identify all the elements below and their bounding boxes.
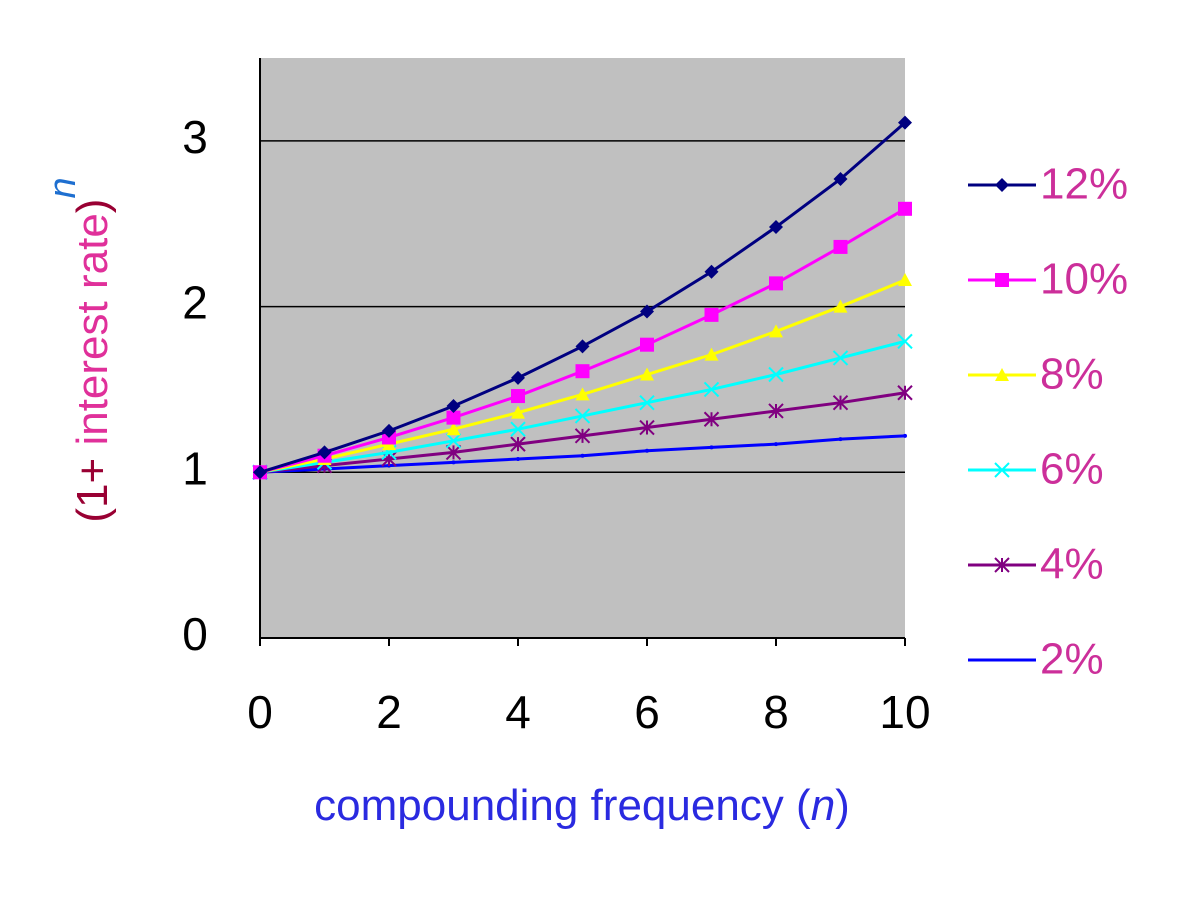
legend-label: 10% [1040,255,1128,304]
marker [769,276,783,291]
marker [838,437,843,442]
marker [446,399,461,413]
marker [317,445,332,460]
y-tick-label: 2 [182,277,208,329]
legend-label: 8% [1040,350,1104,399]
x-axis-label: compounding frequency (n) [314,781,850,830]
marker [898,115,912,130]
marker [445,444,462,461]
marker [640,367,654,381]
marker [639,394,655,411]
y-label-part: (1+ [68,446,117,523]
legend-label: 4% [1040,540,1104,589]
marker [768,366,784,383]
x-tick-label: 10 [879,686,930,738]
marker [769,220,783,235]
marker [511,405,525,419]
marker [510,436,526,452]
x-tick-label: 4 [505,686,531,738]
marker [511,370,525,385]
marker [253,465,267,480]
y-label-part: interest rate [68,213,117,445]
x-tick-label: 8 [763,686,789,738]
y-label-part: ) [68,199,117,214]
marker [903,433,907,438]
marker [511,389,525,404]
marker [575,364,590,379]
legend-marker [995,368,1009,381]
marker [768,403,784,419]
legend-marker [994,462,1010,478]
legend-label: 12% [1040,160,1128,209]
marker [704,347,719,361]
marker [575,387,590,401]
y-tick-label: 1 [182,442,208,494]
y-tick-label: 0 [182,608,208,660]
y-label-exponent: n [42,177,84,198]
legend-marker [995,273,1009,287]
marker [580,453,585,458]
marker [446,422,461,436]
marker [769,324,783,338]
marker [709,445,714,450]
marker [574,408,591,424]
marker [451,460,456,465]
marker [516,457,520,462]
marker [639,419,655,436]
marker [897,333,913,350]
marker [833,171,848,186]
marker [704,307,719,322]
marker [640,337,654,352]
marker [832,394,849,411]
y-tick-label: 3 [182,111,208,163]
x-label-part: ) [835,781,850,830]
marker [704,264,719,279]
marker [832,350,849,366]
x-tick-label: 6 [634,686,660,738]
series [253,115,912,480]
marker [897,385,913,401]
marker [575,339,590,354]
marker [446,410,461,425]
marker [574,428,591,444]
legend-label: 2% [1040,635,1104,684]
x-label-part: n [811,781,835,830]
marker [640,304,654,319]
marker [445,433,462,449]
marker [774,442,778,447]
x-tick-label: 0 [247,686,273,738]
marker [510,421,526,437]
marker [645,448,649,453]
marker [833,239,848,254]
marker [703,411,720,427]
y-axis-label: (1+ interest rate)n [42,177,117,522]
x-label-part: compounding frequency ( [314,781,811,830]
legend-marker [995,178,1009,192]
legend-marker [994,557,1010,573]
x-tick-label: 2 [376,686,402,738]
legend-label: 6% [1040,445,1104,494]
marker [382,423,396,438]
marker [898,273,912,287]
marker [898,201,912,216]
marker [703,381,720,398]
marker [833,299,848,313]
